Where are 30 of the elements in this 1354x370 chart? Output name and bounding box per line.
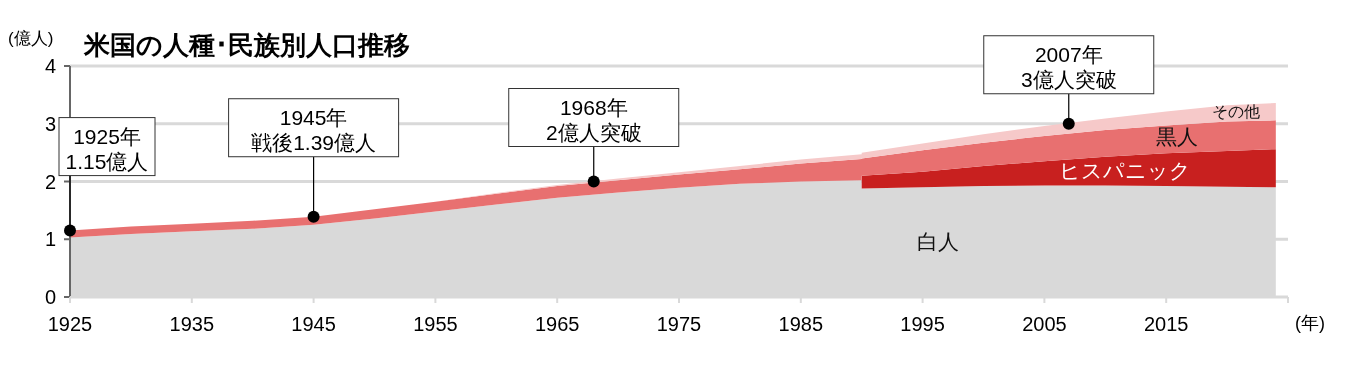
- x-tick-label: 1975: [656, 313, 702, 335]
- y-tick-label: 1: [44, 228, 56, 251]
- y-tick-label: 0: [44, 286, 56, 308]
- chart-title: 米国の人種･民族別人口推移: [83, 30, 410, 60]
- x-tick-label: 1985: [778, 313, 824, 335]
- x-tick-label: 1935: [169, 313, 215, 335]
- x-tick-label: 1955: [413, 313, 458, 335]
- series-label: 黒人: [1156, 124, 1199, 148]
- x-tick-label: 2015: [1143, 313, 1189, 335]
- annotation: 1925年: [73, 124, 141, 148]
- annotation: 1968年: [559, 95, 628, 119]
- x-tick-label: 1965: [534, 313, 580, 335]
- y-tick-label: 3: [44, 112, 56, 135]
- x-tick-label: 1925: [47, 313, 93, 335]
- annotation: 3億人突破: [1020, 67, 1117, 91]
- x-tick-label: 2005: [1022, 313, 1067, 335]
- annotation: 戦後1.39億人: [251, 130, 377, 154]
- y-tick-label: 2: [44, 170, 56, 193]
- x-tick-label: 1995: [900, 313, 945, 335]
- x-tick-label: 1945: [291, 313, 336, 335]
- annotation: 2億人突破: [545, 120, 642, 144]
- annotation: 1945年: [279, 105, 348, 129]
- annotation: 1.15億人: [65, 149, 149, 173]
- series-label: その他: [1211, 103, 1260, 121]
- y-tick-label: 4: [44, 55, 56, 77]
- series-label: 白人: [916, 230, 959, 254]
- series-label: ヒスパニック: [1059, 159, 1192, 183]
- y-axis-title: (億人): [8, 29, 54, 48]
- text: 2007年: [1034, 42, 1103, 66]
- x-axis-title: (年): [1295, 313, 1325, 333]
